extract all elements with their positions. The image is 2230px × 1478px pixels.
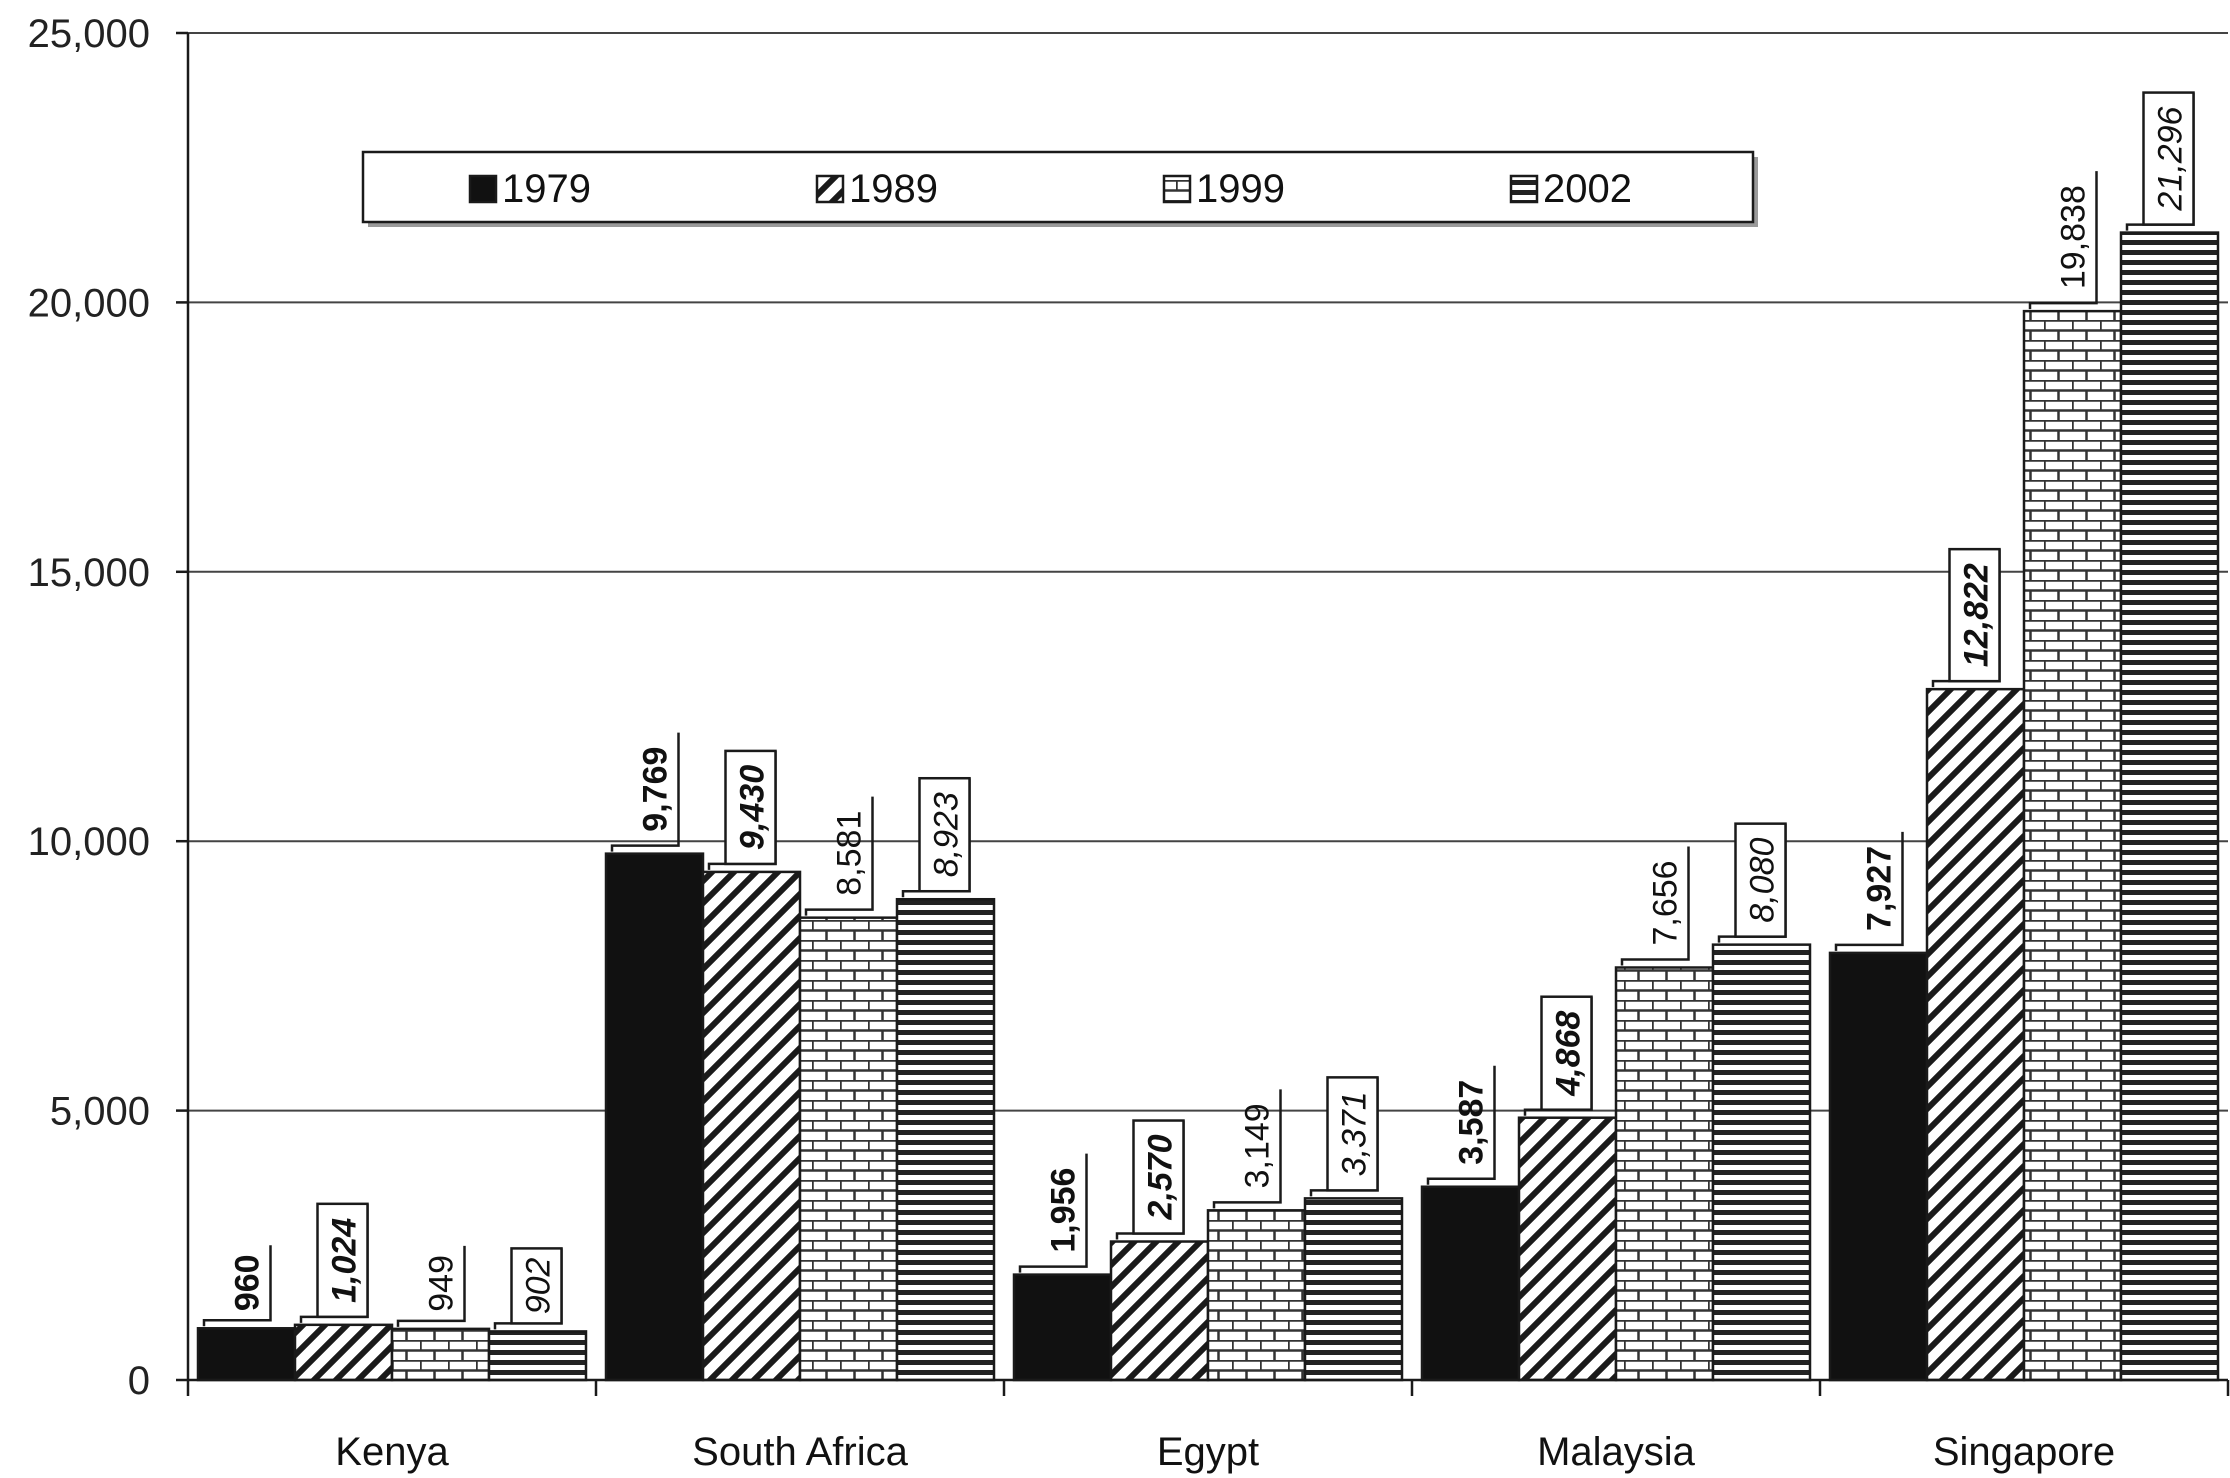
- data-label-box: [1326, 1076, 1379, 1192]
- y-tick-label: 20,000: [28, 281, 150, 325]
- y-tick-label: 15,000: [28, 551, 150, 595]
- data-label-south-africa-1999: 8,581: [831, 811, 869, 896]
- bar-south-africa-2002: [895, 897, 996, 1382]
- data-label-box: [1948, 547, 2001, 683]
- bar-singapore-2002: [2119, 231, 2220, 1382]
- data-label-box: [918, 776, 971, 893]
- data-label-malaysia-1989: 4,868: [1550, 1011, 1588, 1097]
- legend-swatch-1989: [815, 174, 845, 204]
- data-label-leader: [2028, 171, 2098, 310]
- bar-singapore-1999: [2022, 309, 2123, 1382]
- category-label-kenya: Kenya: [335, 1430, 449, 1474]
- bar-malaysia-1989: [1517, 1116, 1618, 1382]
- data-label-singapore-1999: 19,838: [2055, 185, 2093, 289]
- data-label-egypt-1989: 2,570: [1142, 1134, 1180, 1220]
- bar-egypt-1979: [1012, 1273, 1113, 1382]
- bar-kenya-1999: [390, 1327, 491, 1382]
- legend-swatch-1979: [468, 174, 498, 204]
- data-label-malaysia-1979: 3,587: [1453, 1080, 1491, 1165]
- data-label-south-africa-1979: 9,769: [637, 747, 675, 832]
- category-label-south-africa: South Africa: [692, 1430, 908, 1474]
- bar-egypt-1999: [1206, 1209, 1307, 1382]
- data-label-malaysia-2002: 8,080: [1744, 838, 1782, 923]
- legend-label-1989: 1989: [849, 167, 938, 211]
- data-label-leader: [1620, 846, 1690, 966]
- bar-malaysia-2002: [1711, 943, 1812, 1382]
- data-label-box: [510, 1247, 563, 1325]
- data-label-south-africa-2002: 8,923: [928, 792, 966, 877]
- data-label-singapore-2002: 21,296: [2152, 106, 2190, 211]
- data-label-leader: [202, 1245, 272, 1327]
- bar-singapore-1989: [1925, 687, 2026, 1382]
- legend-swatch-2002: [1509, 174, 1539, 204]
- data-label-kenya-2002: 902: [520, 1257, 558, 1314]
- data-label-leader: [1426, 1065, 1496, 1185]
- data-label-kenya-1999: 949: [423, 1255, 461, 1312]
- data-label-kenya-1979: 960: [229, 1254, 267, 1311]
- bar-south-africa-1989: [701, 870, 802, 1382]
- bar-malaysia-1979: [1420, 1185, 1521, 1382]
- bar-south-africa-1999: [798, 916, 899, 1382]
- data-label-leader: [1834, 831, 1904, 951]
- data-label-box: [1540, 995, 1593, 1111]
- category-label-singapore: Singapore: [1933, 1430, 2115, 1474]
- data-label-box: [316, 1202, 369, 1319]
- data-label-leader: [396, 1245, 466, 1327]
- data-label-leader: [804, 796, 874, 916]
- data-label-leader: [610, 732, 680, 852]
- bar-egypt-2002: [1303, 1197, 1404, 1382]
- bar-singapore-1979: [1828, 951, 1929, 1382]
- data-label-leader: [1212, 1089, 1282, 1209]
- y-tick-label: 10,000: [28, 820, 150, 864]
- data-label-south-africa-1989: 9,430: [734, 765, 772, 850]
- data-label-box: [1734, 822, 1787, 938]
- bar-south-africa-1979: [604, 852, 705, 1382]
- category-label-egypt: Egypt: [1157, 1430, 1259, 1474]
- legend-label-2002: 2002: [1543, 167, 1632, 211]
- bar-kenya-2002: [487, 1330, 588, 1382]
- bar-egypt-1989: [1109, 1240, 1210, 1382]
- y-tick-label: 5,000: [50, 1090, 150, 1134]
- y-tick-label: 0: [128, 1359, 150, 1403]
- data-label-singapore-1979: 7,927: [1861, 846, 1899, 931]
- data-label-egypt-2002: 3,371: [1336, 1091, 1374, 1176]
- data-label-box: [2142, 91, 2195, 226]
- data-label-malaysia-1999: 7,656: [1647, 860, 1685, 945]
- bar-malaysia-1999: [1614, 966, 1715, 1382]
- data-label-kenya-1989: 1,024: [326, 1218, 364, 1303]
- category-label-malaysia: Malaysia: [1537, 1430, 1696, 1474]
- legend-label-1979: 1979: [502, 167, 591, 211]
- legend-swatch-1999: [1162, 174, 1192, 204]
- data-label-box: [1132, 1119, 1185, 1235]
- data-label-egypt-1979: 1,956: [1045, 1168, 1083, 1253]
- data-label-singapore-1989: 12,822: [1958, 563, 1996, 667]
- data-label-egypt-1999: 3,149: [1239, 1103, 1277, 1188]
- legend: [361, 150, 1755, 224]
- data-label-box: [724, 749, 777, 866]
- bar-kenya-1989: [293, 1323, 394, 1382]
- data-label-leader: [1018, 1153, 1088, 1273]
- legend-label-1999: 1999: [1196, 167, 1285, 211]
- y-tick-label: 25,000: [28, 12, 150, 56]
- bar-kenya-1979: [196, 1327, 297, 1382]
